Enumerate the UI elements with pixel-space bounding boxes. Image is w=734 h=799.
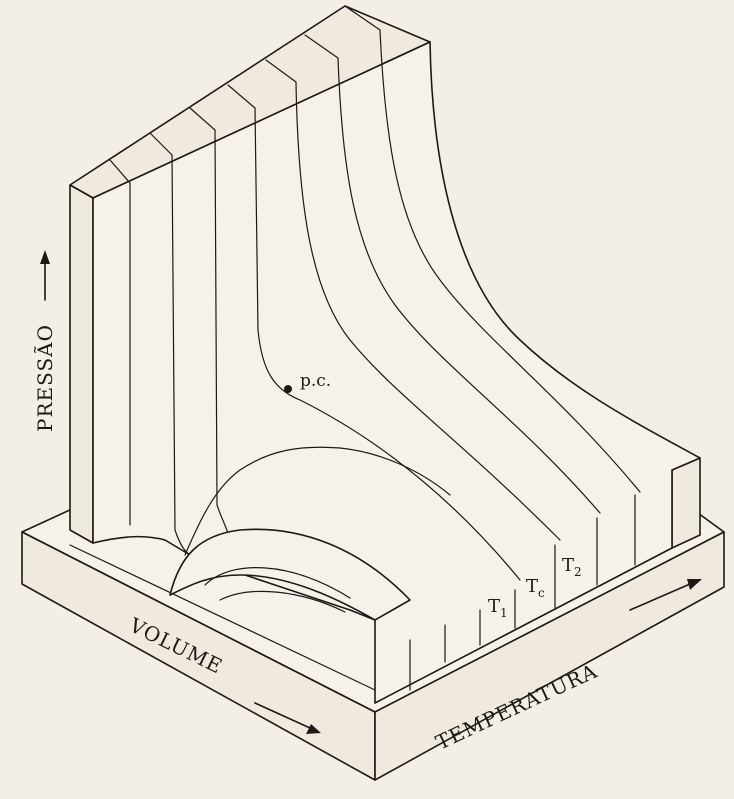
base-right-face xyxy=(374,531,725,781)
pressure-arrow-icon xyxy=(40,250,50,301)
t1-label: T1 xyxy=(488,596,508,620)
isotherm-curves xyxy=(129,29,641,691)
isotherm-5 xyxy=(337,57,601,514)
isotherm-6 xyxy=(379,29,641,493)
isotherm-labels: T1 Tc T2 xyxy=(488,555,582,620)
critical-point-dot xyxy=(284,385,292,393)
volume-arrow-icon xyxy=(254,702,321,734)
surface-right-face xyxy=(671,457,701,549)
temperature-arrow-icon xyxy=(629,579,702,611)
t2-label: T2 xyxy=(562,555,582,579)
top-ribbon-dividers xyxy=(109,5,381,184)
two-phase-region xyxy=(169,528,411,621)
isotherm-4 xyxy=(295,81,561,541)
pressure-axis-label: PRESSÃO xyxy=(33,324,57,432)
isotherm-critical xyxy=(254,107,521,581)
critical-point-label: p.c. xyxy=(300,371,331,391)
surface-left-edge-face xyxy=(69,184,94,544)
tc-label: Tc xyxy=(526,576,545,600)
coexistence-curve xyxy=(184,446,451,556)
